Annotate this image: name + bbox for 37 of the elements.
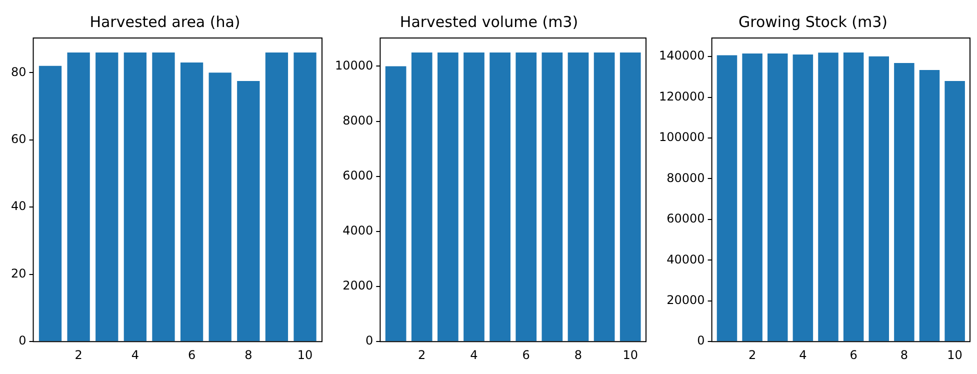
- y-tick-label: 40000: [666, 252, 705, 266]
- y-tick-label: 60: [10, 132, 26, 146]
- x-tick-label: 8: [244, 348, 252, 362]
- x-tick-label: 2: [74, 348, 82, 362]
- x-tick-label: 6: [522, 348, 530, 362]
- chart-title: Harvested area (ha): [90, 12, 240, 31]
- y-tick-label: 8000: [342, 113, 374, 128]
- x-tick-label: 8: [574, 348, 582, 362]
- y-tick-label: 100000: [658, 130, 705, 144]
- x-tick-label: 4: [799, 348, 807, 362]
- y-tick-label: 2000: [342, 278, 374, 293]
- y-tick-label: 0: [366, 334, 374, 348]
- x-tick-label: 2: [748, 348, 756, 362]
- y-tick-label: 120000: [658, 89, 705, 104]
- chart-title: Growing Stock (m3): [738, 12, 888, 31]
- y-tick-label: 140000: [658, 48, 705, 63]
- x-tick-label: 2: [418, 348, 426, 362]
- chart-title: Harvested volume (m3): [400, 12, 578, 31]
- y-tick-label: 4000: [342, 224, 374, 238]
- y-tick-label: 60000: [666, 212, 705, 226]
- y-tick-label: 10000: [334, 58, 374, 72]
- x-tick-label: 4: [470, 348, 478, 362]
- y-tick-label: 0: [697, 334, 705, 348]
- y-tick-label: 80: [10, 64, 26, 79]
- x-tick-label: 10: [297, 348, 313, 362]
- x-tick-label: 10: [622, 348, 638, 362]
- x-tick-label: 6: [850, 348, 858, 362]
- x-tick-label: 4: [131, 348, 139, 362]
- y-tick-label: 20000: [666, 293, 705, 307]
- y-tick-label: 40: [10, 199, 26, 214]
- x-tick-label: 10: [947, 348, 962, 362]
- y-tick-label: 20: [10, 266, 26, 280]
- x-tick-label: 6: [188, 348, 196, 362]
- x-tick-label: 8: [900, 348, 908, 362]
- y-tick-label: 80000: [666, 170, 705, 185]
- y-tick-label: 0: [18, 334, 26, 348]
- y-tick-label: 6000: [342, 168, 374, 182]
